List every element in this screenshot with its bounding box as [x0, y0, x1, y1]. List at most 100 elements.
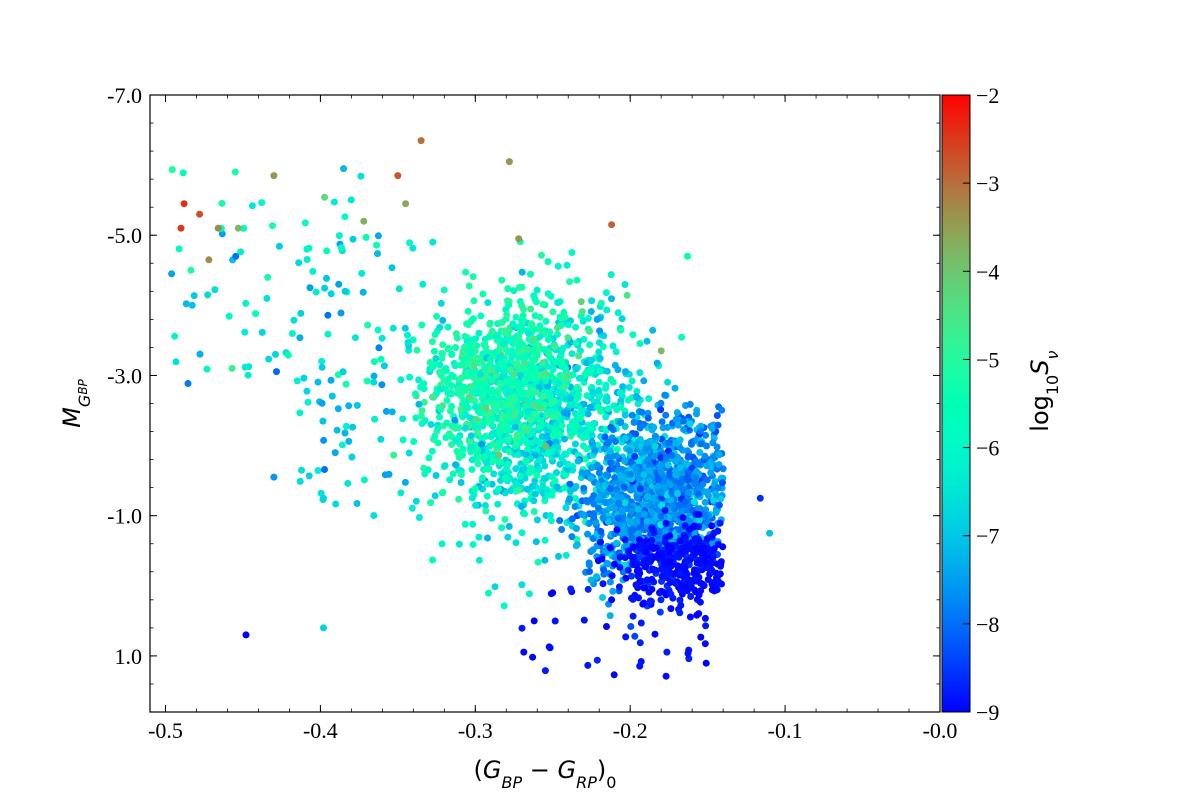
data-point [171, 332, 179, 340]
data-point [530, 401, 538, 409]
x-axis: -0.5 -0.4 -0.3 -0.2 -0.1 -0.0 [148, 95, 957, 743]
data-point [587, 308, 595, 315]
x-tick-label: -0.0 [923, 718, 958, 743]
data-point [547, 407, 554, 415]
data-point [613, 485, 621, 493]
data-point [584, 530, 592, 538]
data-point [504, 460, 512, 468]
data-point [556, 371, 564, 379]
data-point [218, 199, 226, 207]
data-point [572, 542, 580, 550]
data-point [619, 474, 627, 482]
data-point [651, 566, 659, 574]
data-point [399, 436, 407, 444]
data-point [608, 221, 616, 229]
data-point [481, 340, 489, 348]
data-point [685, 489, 693, 497]
data-point [584, 410, 592, 418]
data-point [337, 309, 345, 317]
data-point [523, 427, 531, 434]
data-point [615, 583, 623, 591]
data-point [532, 538, 540, 546]
data-point [484, 449, 492, 457]
data-point [588, 432, 596, 440]
data-point [618, 507, 626, 515]
data-point [446, 476, 454, 484]
data-point [483, 492, 491, 500]
data-point [237, 248, 245, 256]
data-point [314, 467, 322, 474]
data-point [708, 522, 716, 530]
data-point [441, 462, 449, 470]
data-point [505, 158, 513, 166]
data-point [714, 577, 722, 585]
data-point [431, 492, 439, 500]
data-point [323, 247, 331, 255]
axis-label-part: ν [1043, 351, 1062, 360]
data-point [616, 563, 624, 571]
data-point [606, 578, 614, 586]
data-point [468, 466, 476, 473]
data-point [668, 502, 676, 510]
data-point [628, 572, 635, 580]
data-point [668, 489, 676, 497]
data-point [468, 494, 476, 502]
data-point [241, 328, 249, 336]
data-point [626, 446, 633, 454]
data-point [565, 321, 572, 329]
data-point [533, 516, 541, 524]
data-point [686, 420, 694, 428]
data-point [428, 338, 436, 346]
data-points [168, 137, 774, 680]
data-point [522, 457, 530, 465]
data-point [667, 481, 674, 489]
data-point [676, 537, 684, 545]
data-point [701, 511, 709, 519]
data-point [370, 372, 378, 380]
data-point [494, 331, 502, 339]
data-point [168, 270, 176, 278]
data-point [312, 288, 320, 296]
data-point [380, 362, 388, 370]
data-point [540, 393, 548, 400]
data-point [452, 344, 459, 351]
data-point [650, 423, 658, 431]
data-point [490, 470, 498, 478]
data-point [519, 466, 527, 474]
data-point [180, 200, 188, 208]
data-point [184, 380, 192, 387]
data-point [515, 381, 523, 389]
axis-label-part: 0 [606, 773, 616, 792]
data-point [617, 397, 625, 405]
data-point [478, 440, 486, 448]
data-point [651, 630, 659, 638]
data-point [509, 379, 517, 387]
data-point [630, 418, 638, 426]
data-point [374, 326, 382, 334]
data-point [640, 471, 648, 479]
data-point [627, 486, 635, 494]
data-point [549, 308, 557, 316]
data-point [712, 509, 720, 516]
data-point [634, 400, 642, 408]
data-point [417, 137, 425, 145]
data-point [651, 432, 659, 440]
data-point [495, 451, 503, 459]
data-point [448, 350, 456, 358]
data-point [529, 386, 537, 394]
data-point [640, 377, 648, 385]
data-point [205, 256, 213, 264]
data-point [477, 312, 485, 320]
data-point [462, 268, 470, 276]
data-point [591, 446, 599, 454]
data-point [589, 388, 597, 396]
data-point [621, 499, 629, 507]
data-point [353, 401, 361, 409]
data-point [645, 395, 653, 403]
data-point [388, 264, 396, 272]
data-point [593, 656, 601, 664]
data-point [568, 515, 576, 523]
data-point [667, 496, 675, 504]
data-point [488, 514, 496, 522]
